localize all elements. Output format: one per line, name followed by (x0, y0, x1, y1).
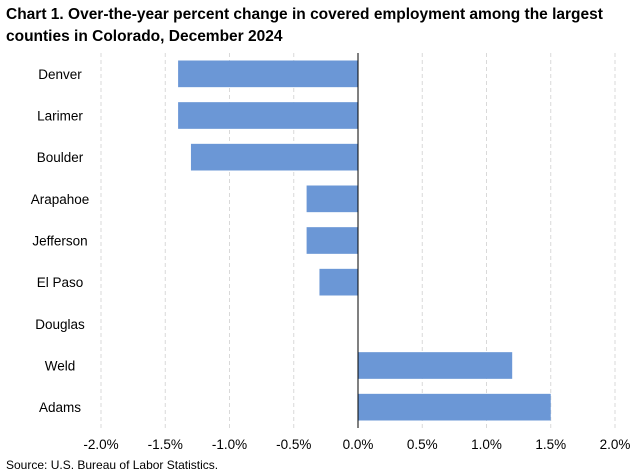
x-tick-label: 0.0% (343, 437, 374, 452)
bar-jefferson (306, 227, 358, 254)
x-tick-label: -0.5% (276, 437, 311, 452)
bar-boulder (190, 143, 358, 171)
category-label: Weld (45, 359, 76, 374)
x-tick-label: 1.0% (471, 437, 502, 452)
bar-arapahoe (306, 185, 358, 213)
category-label: Larimer (37, 109, 83, 124)
source-note: Source: U.S. Bureau of Labor Statistics. (6, 458, 219, 472)
bar-adams (358, 393, 551, 421)
bars (178, 60, 551, 421)
x-tick-label: 0.5% (407, 437, 438, 452)
category-label: Adams (39, 400, 81, 415)
x-tick-label: 1.5% (535, 437, 566, 452)
category-label: El Paso (37, 275, 84, 290)
bar-denver (178, 60, 358, 88)
x-tick-label: 2.0% (600, 437, 631, 452)
category-label: Boulder (37, 150, 84, 165)
bar-el-paso (319, 268, 358, 296)
x-tick-label: -1.5% (148, 437, 183, 452)
bar-larimer (178, 102, 358, 129)
category-label: Jefferson (32, 234, 87, 249)
bar-weld (358, 352, 513, 379)
category-label: Douglas (35, 317, 85, 332)
category-labels: Denver Larimer Boulder Arapahoe Jefferson El … (31, 67, 90, 415)
category-label: Arapahoe (31, 192, 90, 207)
x-tick-labels: -2.0% -1.5% -1.0% -0.5% 0.0% 0.5% 1.0% 1.5% 2.0% (83, 437, 630, 452)
x-tick-label: -1.0% (212, 437, 247, 452)
x-tick-label: -2.0% (83, 437, 118, 452)
chart-title: Chart 1. Over-the-year percent change in… (6, 6, 603, 45)
category-label: Denver (38, 67, 82, 82)
